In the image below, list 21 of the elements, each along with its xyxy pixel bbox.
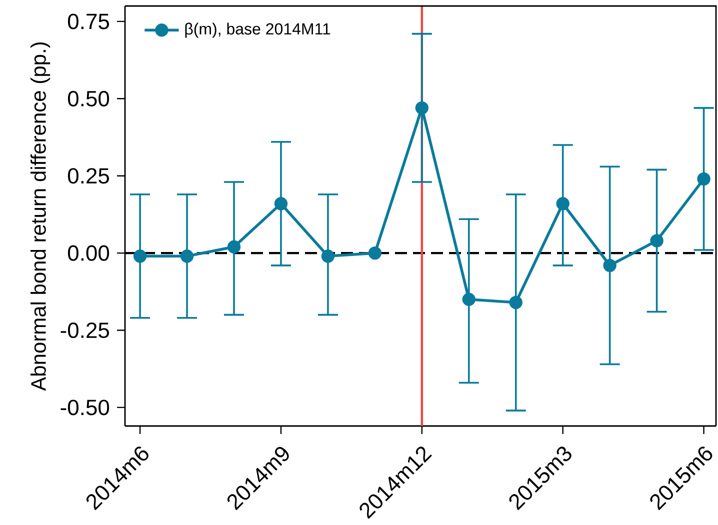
point [415, 101, 429, 115]
y-tick-label: -0.50 [60, 400, 110, 416]
y-tick-label: 0.25 [68, 168, 109, 184]
point [603, 258, 616, 272]
point [462, 292, 476, 306]
point [274, 197, 288, 210]
y-tick-label: 0.50 [68, 90, 110, 106]
point [650, 234, 664, 248]
point [227, 240, 241, 254]
point [556, 197, 570, 210]
point [321, 250, 335, 263]
point [133, 250, 147, 263]
point [509, 296, 522, 310]
y-tick-label: 0.75 [68, 14, 109, 30]
legend-label: β(m), base 2014M11 [185, 22, 330, 38]
point [368, 246, 382, 260]
y-axis-title: Abnormal bond return difference (pp.) [30, 42, 50, 391]
y-tick-label: -0.25 [60, 322, 109, 338]
point [697, 172, 710, 186]
point [180, 250, 194, 263]
y-tick-label: 0.00 [68, 245, 110, 261]
